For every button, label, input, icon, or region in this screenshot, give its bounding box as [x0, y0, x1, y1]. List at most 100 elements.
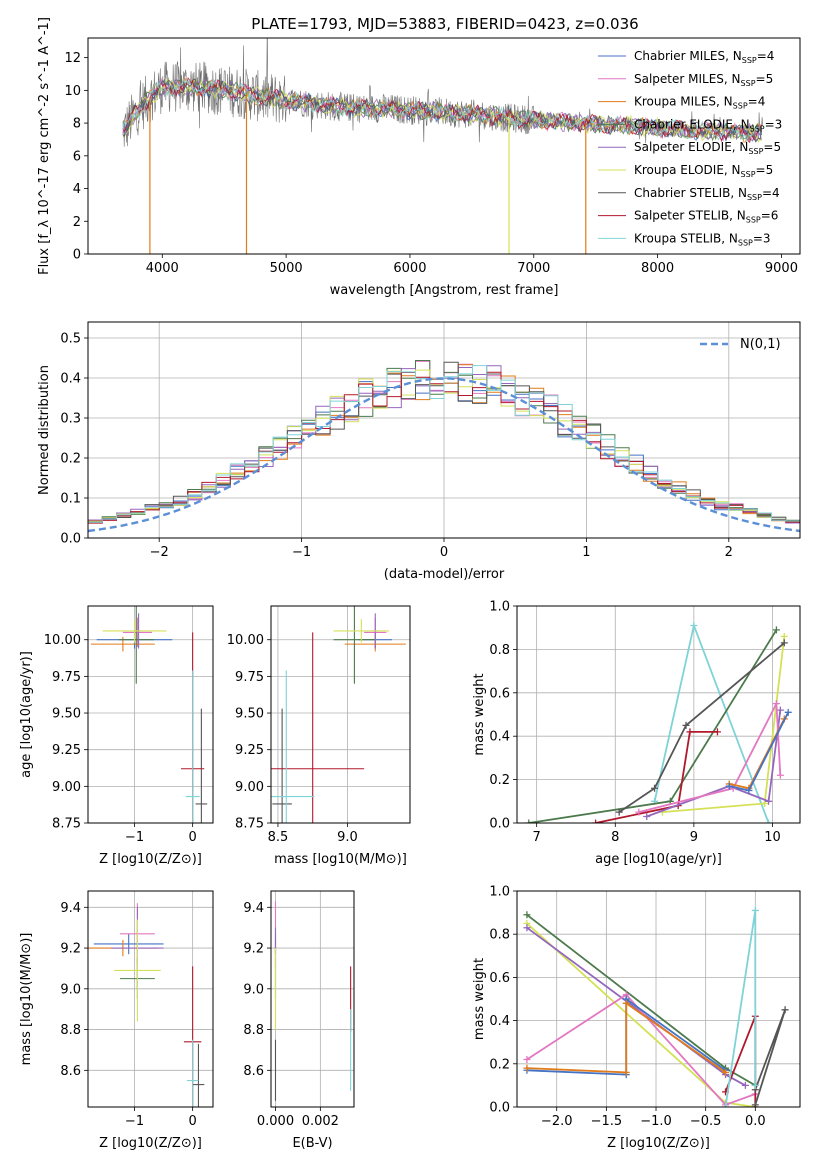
- x-tick-label: 0.0: [745, 1114, 766, 1129]
- weight-marker: [776, 771, 784, 779]
- y-tick-label: 9.0: [60, 982, 81, 997]
- x-axis-label: Z [log10(Z/Z⊙)]: [99, 852, 202, 867]
- x-tick-label: −1: [125, 830, 144, 845]
- model-spectrum: [122, 78, 763, 140]
- model-spectrum: [122, 77, 763, 143]
- weight-marker: [765, 819, 773, 823]
- x-tick-label: 10: [764, 830, 781, 845]
- y-tick-label: 0.2: [489, 773, 510, 788]
- y-tick-label: 0.8: [489, 928, 510, 943]
- axes-frame: [270, 605, 411, 824]
- y-tick-label: 9.75: [235, 670, 264, 685]
- x-tick-label: −1: [292, 545, 311, 560]
- model-spectrum: [122, 79, 763, 142]
- y-tick-label: 0.1: [60, 492, 81, 507]
- legend-label: N(0,1): [740, 337, 781, 352]
- errorbar-point: [186, 1039, 199, 1107]
- y-tick-label: 0.6: [489, 971, 510, 986]
- y-tick-label: 8: [73, 117, 81, 132]
- x-tick-label: −2: [150, 545, 169, 560]
- plot-area: [523, 906, 789, 1107]
- weight-line: [526, 914, 756, 1087]
- y-tick-label: 8.8: [60, 1023, 81, 1038]
- y-tick-label: 8.6: [243, 1064, 264, 1079]
- x-tick-label: 1: [582, 545, 590, 560]
- spectrum-legend: Chabrier MILES, NSSP=4 Salpeter MILES, NS…: [598, 49, 782, 247]
- axes-frame: [270, 890, 355, 1108]
- plot-area: [90, 606, 208, 823]
- x-tick-label: 5000: [270, 261, 303, 276]
- y-tick-label: 8.8: [243, 1023, 264, 1038]
- y-tick-label: 9.75: [52, 670, 81, 685]
- plot-area: [274, 901, 352, 1101]
- x-tick-label: 9.0: [337, 830, 358, 845]
- weight-marker: [713, 728, 721, 736]
- errorbar-point: [271, 670, 315, 823]
- weight-marker: [741, 1081, 749, 1089]
- y-tick-label: 9.25: [52, 743, 81, 758]
- weight-marker: [751, 1101, 759, 1107]
- weight-marker: [761, 799, 769, 807]
- weight-marker: [772, 700, 780, 708]
- x-axis-label: wavelength [Angstrom, rest frame]: [330, 283, 559, 298]
- panel-mass_vs_Z: −1 0 8.6 8.8 9.0 9.2 9.4 Z [log10(Z/Z⊙)] mass [l…: [19, 890, 214, 1151]
- weight-marker: [751, 1081, 759, 1089]
- errorbar-point: [192, 1043, 205, 1107]
- errorbar-point: [114, 919, 161, 1022]
- y-tick-label: 8.75: [52, 817, 81, 832]
- weight-marker: [725, 782, 733, 790]
- axes-frame: [87, 37, 801, 255]
- y-tick-label: 9.0: [243, 982, 264, 997]
- panel-age_vs_Z: −1 0 8.75 9.00 9.25 9.50 9.75 10.00 Z [log10(Z/Z…: [19, 605, 214, 867]
- weight-marker: [722, 1103, 730, 1107]
- plot-area: [88, 903, 205, 1107]
- panel-spectrum: 4000 5000 6000 7000 8000 9000 0 2 4 6 8 10 12 Chabrie…: [37, 17, 801, 298]
- x-tick-label: 0.002: [302, 1114, 339, 1129]
- legend-label: Kroupa ELODIE, NSSP=5: [634, 163, 773, 179]
- weight-marker: [643, 812, 651, 820]
- weight-marker: [780, 632, 788, 640]
- x-tick-label: −1.0: [640, 1114, 672, 1129]
- axes-frame: [87, 605, 214, 824]
- y-tick-label: 0.4: [60, 372, 81, 387]
- x-tick-label: −0.5: [690, 1114, 722, 1129]
- x-tick-label: 0: [189, 830, 197, 845]
- legend-label: Salpeter STELIB, NSSP=6: [634, 209, 778, 225]
- weight-marker: [523, 924, 531, 932]
- weight-marker: [690, 622, 698, 630]
- panel-weight_vs_age: 7 8 9 10 0.0 0.2 0.4 0.6 0.8 1.0 age [log10(age/yr…: [472, 600, 801, 867]
- x-axis-label: age [log10(age/yr)]: [595, 852, 722, 867]
- y-tick-label: 10: [64, 84, 81, 99]
- weight-marker: [651, 784, 659, 792]
- weight-marker: [615, 808, 623, 816]
- y-tick-label: 0.4: [489, 1014, 510, 1029]
- y-tick-label: 0.0: [489, 817, 510, 832]
- residuals-legend: N(0,1): [700, 337, 781, 352]
- errorbar-point: [195, 708, 208, 823]
- x-tick-label: 4000: [146, 261, 179, 276]
- y-tick-label: 9.00: [235, 780, 264, 795]
- errorbar-point: [333, 619, 390, 643]
- x-tick-label: −1: [125, 1114, 144, 1129]
- weight-marker: [523, 1064, 531, 1072]
- plot-area: [88, 360, 800, 538]
- weight-marker: [525, 819, 533, 823]
- y-axis-label: mass [log10(M/M⊙)]: [19, 933, 34, 1066]
- legend-label: Kroupa MILES, NSSP=4: [634, 95, 765, 111]
- weight-marker: [523, 1055, 531, 1063]
- legend-label: Salpeter ELODIE, NSSP=5: [634, 140, 781, 156]
- legend-label: Chabrier ELODIE, NSSP=3: [634, 117, 782, 133]
- y-tick-label: 9.50: [235, 707, 264, 722]
- y-tick-label: 1.0: [489, 885, 510, 900]
- x-axis-label: E(B-V): [292, 1136, 332, 1151]
- weight-line: [724, 1015, 757, 1107]
- weight-marker: [622, 999, 630, 1007]
- y-tick-label: 0.8: [489, 643, 510, 658]
- weight-marker: [784, 708, 792, 716]
- x-tick-label: 7: [533, 830, 541, 845]
- y-tick-label: 10.00: [227, 633, 264, 648]
- x-tick-label: 8: [611, 830, 619, 845]
- y-tick-label: 9.25: [235, 743, 264, 758]
- errorbar-point: [272, 708, 292, 823]
- weight-marker: [622, 1068, 630, 1076]
